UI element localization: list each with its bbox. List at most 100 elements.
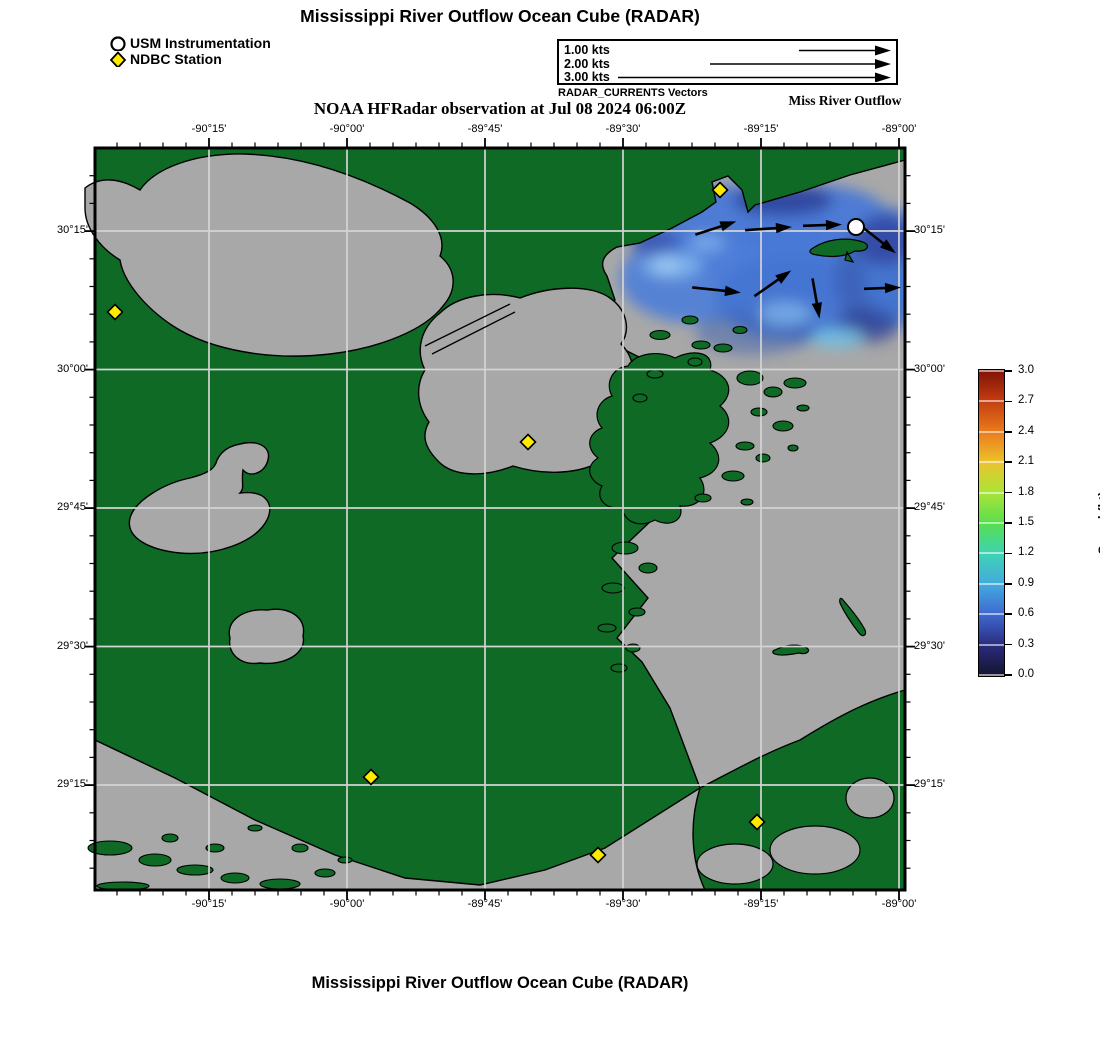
small-lake-southwest bbox=[228, 608, 305, 665]
colorbar-tick bbox=[1005, 583, 1012, 585]
colorbar-gridline bbox=[979, 491, 1004, 494]
x-tick-label-bottom: -89°30' bbox=[605, 898, 641, 910]
biloxi-marsh bbox=[589, 352, 730, 525]
colorbar-tick-label: 0.6 bbox=[1018, 607, 1034, 620]
current-vector-arrow bbox=[694, 221, 737, 236]
ndbc-station-marker bbox=[748, 813, 766, 831]
colorbar-tick-label: 0.3 bbox=[1018, 637, 1034, 650]
current-vector-arrow bbox=[692, 285, 741, 297]
y-tick-label-left: 30°15' bbox=[57, 224, 88, 236]
legend-ndbc-label: NDBC Station bbox=[130, 51, 222, 67]
y-tick-label-right: 29°45' bbox=[914, 501, 945, 513]
colorbar-gridline bbox=[979, 461, 1004, 464]
colorbar-tick bbox=[1005, 491, 1012, 494]
y-tick-label-left: 29°15' bbox=[57, 778, 88, 790]
legend-row-ndbc: NDBC Station bbox=[108, 51, 348, 67]
legend: USM Instrumentation NDBC Station bbox=[108, 35, 348, 67]
scale-row-label: 1.00 kts bbox=[564, 43, 610, 57]
x-tick-label-bottom: -89°45' bbox=[467, 898, 503, 910]
current-vector-arrow bbox=[744, 222, 792, 234]
usm-circle-icon bbox=[110, 36, 126, 51]
colorbar-tick bbox=[1005, 613, 1012, 615]
small-lake-west bbox=[128, 441, 271, 555]
y-tick-label-left: 29°45' bbox=[57, 501, 88, 513]
x-tick-label-bottom: -90°15' bbox=[191, 898, 227, 910]
marsh-islands bbox=[597, 315, 810, 673]
plot-title: Mississippi River Outflow Ocean Cube (RA… bbox=[300, 6, 700, 26]
colorbar-tick bbox=[1005, 552, 1012, 555]
colorbar-gridline bbox=[979, 613, 1004, 616]
colorbar-tick bbox=[1005, 370, 1012, 372]
region-label: Miss River Outflow bbox=[788, 93, 902, 108]
colorbar-tick-label: 2.7 bbox=[1018, 394, 1034, 407]
colorbar-gridline bbox=[979, 430, 1004, 433]
colorbar-tick-label: 1.8 bbox=[1018, 485, 1034, 498]
current-vector-arrow bbox=[863, 282, 901, 294]
colorbar-tick bbox=[1005, 431, 1012, 433]
y-tick-label-right: 30°00' bbox=[914, 362, 945, 375]
bridge-lines bbox=[424, 303, 516, 355]
x-tick-label-bottom: -89°15' bbox=[743, 898, 779, 910]
current-vectors bbox=[692, 219, 901, 319]
colorbar-tick-label: 2.4 bbox=[1018, 424, 1034, 437]
map-plot bbox=[84, 138, 915, 900]
colorbar-gridline bbox=[979, 400, 1004, 403]
cat-island bbox=[809, 238, 868, 263]
x-tick-label-top: -90°00' bbox=[329, 123, 365, 135]
ndbc-station-marker bbox=[362, 768, 380, 786]
colorbar-tick bbox=[1005, 522, 1012, 524]
chandeleur-islands bbox=[772, 597, 867, 656]
gulf-marsh-islands bbox=[87, 824, 353, 891]
footer-title: Mississippi River Outflow Ocean Cube (RA… bbox=[311, 974, 689, 992]
colorbar-tick bbox=[1005, 461, 1012, 463]
scale-row-label: 2.00 kts bbox=[564, 56, 610, 71]
map-border bbox=[93, 146, 907, 892]
current-vector-arrow bbox=[811, 278, 822, 319]
colorbar-gridline bbox=[979, 582, 1004, 585]
colorbar-title: Speed (kt) bbox=[1095, 491, 1100, 555]
y-tick-label-left: 29°30' bbox=[57, 639, 88, 652]
ndbc-station-marker bbox=[589, 846, 607, 864]
colorbar-gridline bbox=[979, 552, 1004, 555]
x-tick-label-bottom: -90°00' bbox=[329, 898, 365, 910]
current-vector-arrow bbox=[862, 226, 896, 254]
colorbar-tick-label: 0.0 bbox=[1018, 668, 1034, 680]
x-tick-label-top: -89°15' bbox=[743, 123, 779, 135]
colorbar-tick bbox=[1005, 400, 1012, 403]
colorbar-tick-label: 1.2 bbox=[1018, 546, 1034, 559]
vector-scale-arrows bbox=[618, 45, 891, 82]
usm-instrument-marker bbox=[847, 218, 865, 236]
colorbar-tick-label: 1.5 bbox=[1018, 516, 1034, 528]
vector-scale-box: 1.00 kts 2.00 kts 3.00 kts bbox=[557, 39, 898, 85]
current-vector-arrow bbox=[753, 270, 792, 298]
station-markers bbox=[106, 181, 865, 864]
observation-subtitle: NOAA HFRadar observation at Jul 08 2024 … bbox=[313, 99, 687, 118]
vector-scale-caption: RADAR_CURRENTS Vectors bbox=[558, 87, 708, 99]
delta-bays bbox=[696, 777, 895, 885]
colorbar-gridline bbox=[979, 674, 1004, 676]
colorbar-tick-label: 2.1 bbox=[1018, 455, 1034, 468]
x-tick-label-top: -90°15' bbox=[191, 123, 227, 135]
ndbc-diamond-icon bbox=[109, 51, 127, 67]
x-tick-label-top: -89°30' bbox=[605, 123, 641, 135]
grid-lines bbox=[95, 148, 905, 890]
ndbc-station-marker bbox=[711, 181, 729, 199]
colorbar-tick bbox=[1005, 643, 1012, 646]
scale-row-label: 3.00 kts bbox=[564, 70, 610, 84]
y-tick-label-left: 30°00' bbox=[57, 362, 88, 375]
current-vector-arrow bbox=[802, 219, 842, 231]
colorbar-gridline bbox=[979, 643, 1004, 646]
ndbc-station-marker bbox=[519, 433, 537, 451]
ndbc-station-marker bbox=[106, 303, 124, 321]
y-tick-label-right: 29°30' bbox=[914, 639, 945, 652]
colorbar-gridline bbox=[979, 370, 1004, 372]
lake-pontchartrain bbox=[84, 153, 454, 357]
y-tick-label-right: 29°15' bbox=[914, 778, 945, 790]
legend-row-usm: USM Instrumentation bbox=[108, 35, 348, 51]
colorbar-tick-label: 0.9 bbox=[1018, 576, 1034, 589]
colorbar-tick bbox=[1005, 674, 1012, 676]
x-tick-label-bottom: -89°00' bbox=[881, 898, 917, 910]
colorbar-tick-label: 3.0 bbox=[1018, 364, 1034, 376]
legend-usm-label: USM Instrumentation bbox=[130, 35, 271, 51]
